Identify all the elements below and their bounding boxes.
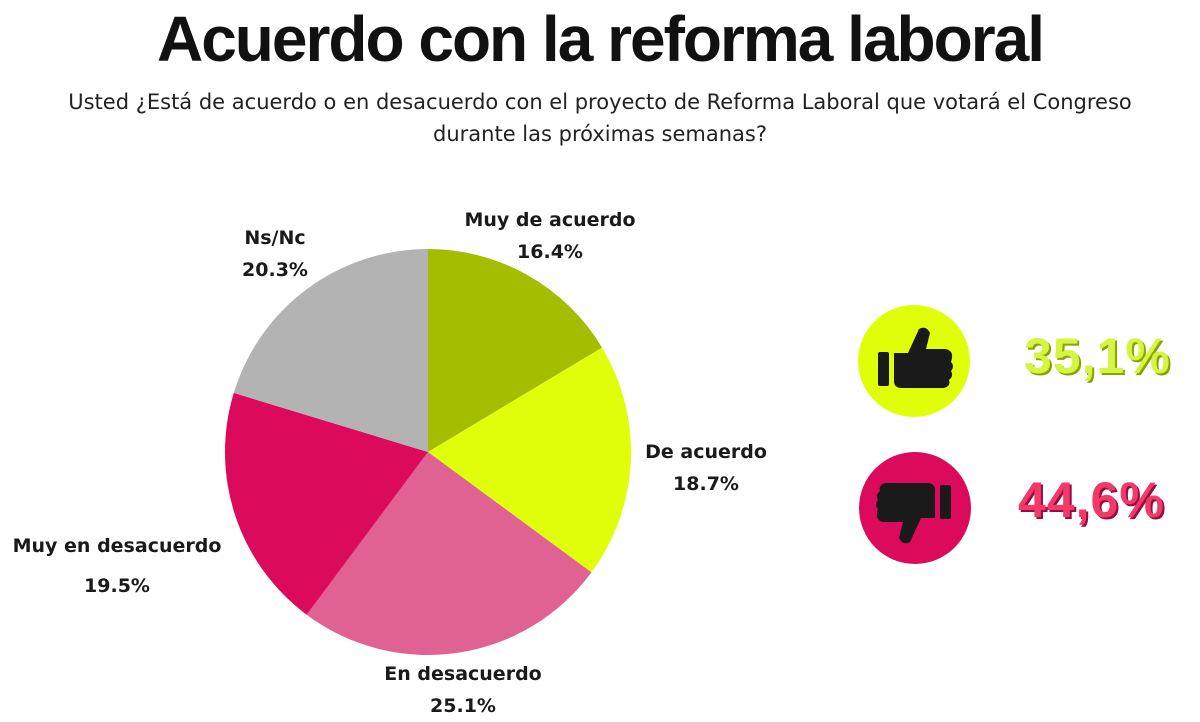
- pie-slice-ns-nc: [233, 249, 428, 452]
- slice-label-en-desacuerdo: En desacuerdo 25.1%: [343, 658, 583, 722]
- thumbs-down-icon: [876, 483, 951, 544]
- slice-name: Ns/Nc: [244, 227, 306, 249]
- slice-name: Muy en desacuerdo: [12, 535, 222, 557]
- disagree-badge: [859, 452, 971, 564]
- pie-slice-en-desacuerdo: [306, 452, 592, 655]
- slice-value: 19.5%: [84, 575, 150, 597]
- chart-subtitle: Usted ¿Está de acuerdo o en desacuerdo c…: [68, 90, 1132, 146]
- slice-label-de-acuerdo: De acuerdo 18.7%: [606, 436, 806, 500]
- slice-value: 20.3%: [242, 259, 308, 281]
- agree-total: 35,1%: [1024, 328, 1171, 384]
- slice-label-muy-en-desacuerdo: Muy en desacuerdo 19.5%: [0, 526, 234, 606]
- slice-label-muy-de-acuerdo: Muy de acuerdo 16.4%: [430, 204, 670, 268]
- slice-name: En desacuerdo: [384, 663, 542, 685]
- disagree-total: 44,6%: [1018, 472, 1165, 528]
- agree-badge: [858, 305, 970, 417]
- slice-label-ns-nc: Ns/Nc 20.3%: [215, 222, 335, 286]
- slice-name: De acuerdo: [645, 441, 767, 463]
- thumbs-up-icon: [878, 327, 953, 388]
- slice-value: 25.1%: [430, 695, 496, 717]
- chart-title: Acuerdo con la reforma laboral: [156, 3, 1045, 75]
- pie-slice-de-acuerdo: [428, 347, 631, 573]
- slice-value: 18.7%: [673, 473, 739, 495]
- slice-name: Muy de acuerdo: [464, 209, 636, 231]
- pie-slice-muy-de-acuerdo: [428, 249, 603, 452]
- pie-slice-muy-en-desacuerdo: [225, 392, 428, 615]
- slice-value: 16.4%: [517, 241, 583, 263]
